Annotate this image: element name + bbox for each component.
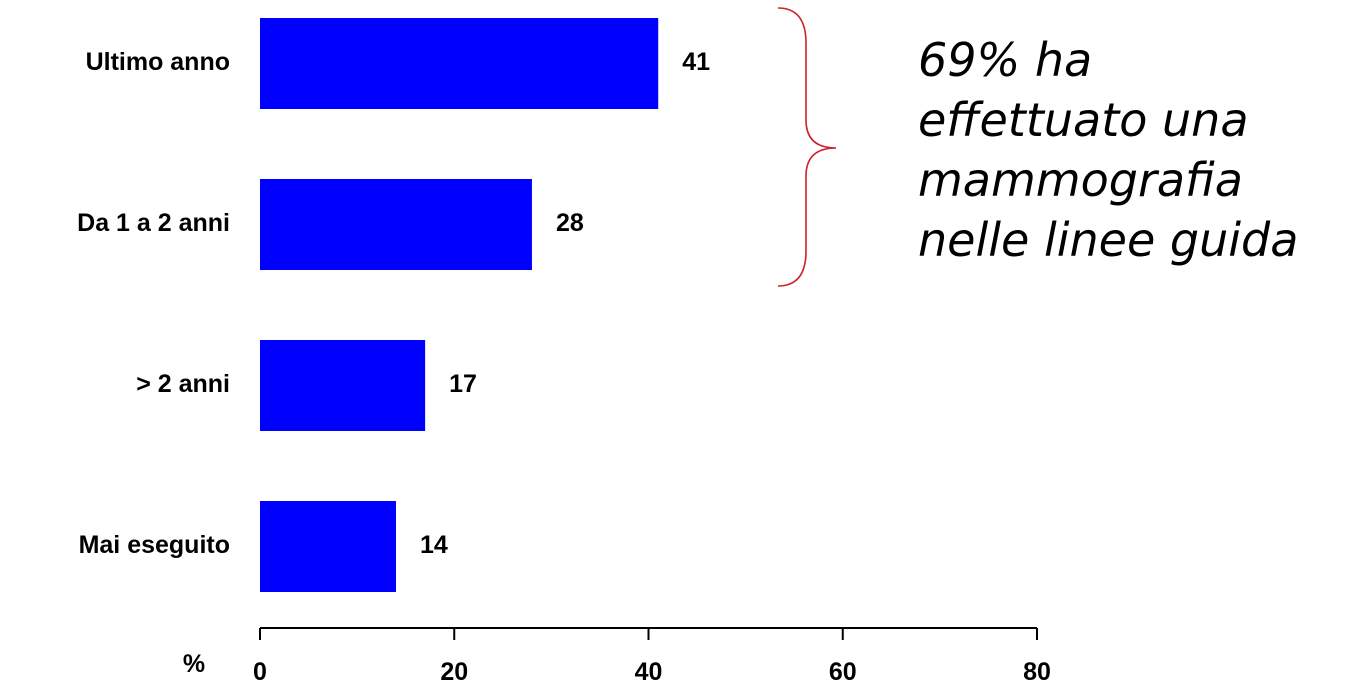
category-label: Da 1 a 2 anni [77,209,230,237]
bar [260,18,659,109]
data-label: 17 [449,370,477,398]
category-label: > 2 anni [136,370,230,398]
labels-layer: Ultimo anno 41 Da 1 a 2 anni 28 > 2 anni 17 Ma… [77,48,710,559]
category-label: Ultimo anno [86,48,230,76]
annotation-brace [777,7,837,287]
x-tick-label: 80 [1023,658,1051,686]
data-label: 14 [420,531,448,559]
data-label: 41 [682,48,710,76]
x-tick-label: 0 [253,658,267,686]
bar [260,501,396,592]
annotation-line-3: mammografia [918,153,1243,207]
annotation-line-1: 69% ha [918,33,1093,87]
annotation-text: 69% ha effettuato una mammografia nelle … [918,30,1354,270]
x-tick-label: 40 [635,658,663,686]
x-axis: 0 20 40 60 80% [183,627,1051,686]
category-label: Mai eseguito [79,531,230,559]
annotation-line-2: effettuato una [918,93,1249,147]
bars-layer [260,18,659,592]
data-label: 28 [556,209,584,237]
x-axis-unit-label: % [183,650,205,678]
x-tick-label: 60 [829,658,857,686]
bar [260,179,532,270]
bar [260,340,426,431]
x-tick-label: 20 [440,658,468,686]
annotation-line-4: nelle linee guida [918,213,1299,267]
